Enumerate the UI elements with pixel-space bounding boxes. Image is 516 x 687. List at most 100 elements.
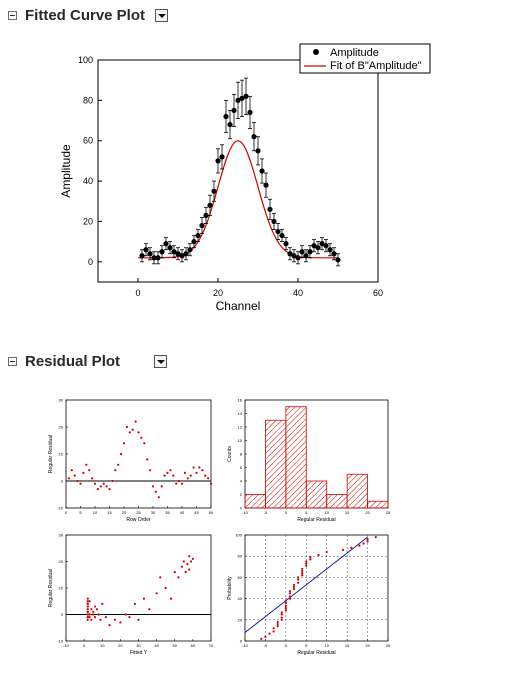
data-point	[323, 243, 329, 249]
histogram-bar	[367, 500, 389, 509]
residual-point	[104, 616, 107, 619]
y-tick-label: 100	[78, 55, 93, 65]
probability-point	[325, 550, 328, 554]
residual-point	[70, 469, 73, 472]
y-tick-label: 40	[238, 596, 243, 601]
residual-point	[186, 563, 189, 566]
histogram-bar	[305, 480, 328, 509]
residual-point	[125, 425, 128, 429]
residual-point	[91, 477, 94, 480]
residual-point	[140, 436, 143, 439]
data-point	[271, 218, 277, 225]
residual-point	[93, 482, 97, 485]
data-point	[287, 251, 293, 257]
probability-point	[264, 635, 267, 638]
probability-point	[317, 554, 320, 557]
residual-point	[201, 469, 204, 472]
residual-point	[159, 576, 162, 579]
probability-point	[301, 572, 304, 575]
residual-point	[186, 477, 189, 480]
residual-point	[86, 616, 89, 619]
x-tick-label: 30	[151, 510, 156, 515]
x-axis-label: Fitted Y	[130, 650, 148, 656]
data-point	[319, 241, 325, 247]
x-tick-label: 35	[165, 510, 170, 515]
residual-dropdown-button[interactable]	[154, 354, 168, 368]
x-tick-label: 25	[386, 510, 391, 515]
residual-point	[95, 608, 98, 611]
residual-point	[96, 488, 99, 491]
probability-point	[301, 567, 304, 571]
x-tick-label: 20	[122, 510, 127, 515]
residual-point	[97, 613, 100, 616]
data-point	[259, 168, 265, 174]
collapse-toggle-fitted[interactable]	[8, 10, 17, 20]
residual-point	[137, 618, 140, 621]
residual-point	[173, 571, 176, 574]
x-axis-label: Channel	[216, 299, 261, 313]
residual-point	[182, 560, 185, 563]
x-tick-label: -10	[242, 510, 249, 515]
data-point	[263, 182, 269, 188]
residual-point	[114, 469, 117, 472]
y-axis-label: Regular Residual	[48, 569, 54, 607]
probability-point	[297, 576, 300, 579]
probability-point	[280, 616, 283, 619]
data-point	[171, 249, 177, 255]
residual-point	[102, 482, 105, 485]
probability-point	[309, 558, 312, 561]
residual-point	[195, 471, 198, 474]
normal-reference-line	[244, 536, 368, 633]
plot-frame	[65, 399, 212, 509]
data-point	[279, 232, 285, 239]
y-axis-label: Probability	[227, 576, 233, 600]
x-tick-label: 0	[65, 510, 68, 515]
data-point	[139, 253, 145, 259]
x-tick-label: 40	[154, 643, 159, 648]
x-tick-label: 15	[107, 510, 112, 515]
residual-point	[188, 555, 191, 558]
y-tick-label: 6	[240, 465, 243, 470]
x-tick-label: 0	[83, 643, 86, 648]
data-point	[275, 228, 281, 235]
collapse-toggle-residual[interactable]	[8, 356, 17, 366]
residual-point	[86, 608, 89, 611]
y-tick-label: 10	[59, 586, 64, 591]
probability-point	[301, 569, 304, 573]
data-point	[335, 257, 341, 263]
data-point	[219, 154, 225, 160]
residual-point	[111, 479, 114, 483]
y-axis-label: Regular Residual	[48, 435, 54, 473]
data-point	[187, 247, 193, 253]
residual-point	[148, 608, 151, 611]
data-point	[315, 245, 321, 251]
x-tick-label: 10	[324, 643, 329, 648]
y-tick-label: 100	[235, 533, 242, 538]
residual-point	[169, 469, 172, 472]
probability-point	[305, 564, 308, 567]
residual-point	[133, 602, 136, 605]
y-tick-label: 30	[59, 398, 64, 403]
x-tick-label: 25	[136, 510, 141, 515]
residual-point	[79, 482, 82, 485]
residual-point	[86, 613, 89, 616]
y-tick-label: 20	[83, 216, 93, 226]
probability-point	[366, 538, 369, 541]
plot-frame	[65, 534, 212, 642]
residual-point	[134, 420, 137, 423]
fitted-dropdown-button[interactable]	[155, 8, 169, 22]
probability-point	[374, 536, 377, 539]
x-tick-label: 25	[386, 643, 391, 648]
x-tick-label: 10	[100, 643, 105, 648]
probability-point	[292, 583, 296, 586]
data-point	[267, 206, 273, 212]
data-point	[307, 249, 313, 255]
probability-point	[301, 574, 304, 577]
probability-point	[284, 604, 287, 608]
residual-point	[105, 485, 108, 488]
residual-section-header: Residual Plot	[8, 351, 168, 371]
x-axis-label: Regular Residual	[297, 517, 335, 523]
probability-point	[288, 590, 292, 593]
x-tick-label: -5	[264, 510, 268, 515]
probability-point	[305, 560, 308, 563]
